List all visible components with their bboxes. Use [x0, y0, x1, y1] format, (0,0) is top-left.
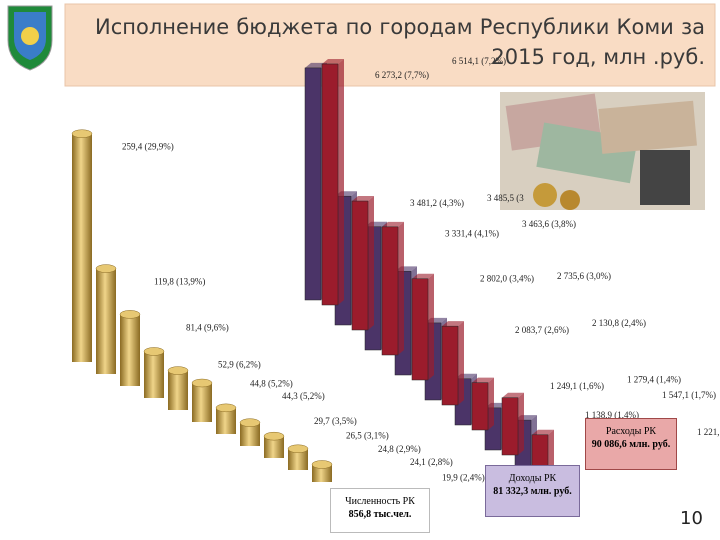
legend-revenue: Доходы РК 81 332,3 млн. руб. — [485, 465, 580, 517]
legend-label: Расходы РК — [605, 426, 657, 437]
legend-label: Численность РК — [345, 496, 415, 507]
cylinder — [72, 133, 92, 362]
data-label: 26,5 (3,1%) — [346, 431, 389, 441]
bar-top — [322, 58, 344, 64]
cylinder-top — [215, 403, 237, 413]
bar-top — [472, 377, 494, 383]
cylinder-top — [119, 310, 141, 319]
data-label: 3 463,6 (3,8%) — [522, 219, 576, 229]
bar-side — [398, 221, 404, 355]
bar-top — [382, 221, 404, 227]
data-label: 3 485,5 (3 — [487, 193, 524, 203]
cylinder — [288, 448, 308, 470]
cylinder-top — [71, 129, 93, 138]
cylinder-top — [263, 431, 285, 441]
data-label: 1 221,5 (1,4%) — [697, 427, 720, 437]
data-label: 1 547,1 (1,7%) — [662, 390, 716, 400]
bar-top — [502, 392, 524, 398]
data-label: 119,8 (13,9%) — [154, 277, 205, 287]
data-label: 24,8 (2,9%) — [378, 444, 421, 454]
data-label: 6 514,1 (7,2%) — [452, 56, 506, 66]
legend-total: 856,8 тыс.чел. — [348, 509, 412, 520]
cylinder-top — [167, 366, 189, 375]
bar — [411, 278, 429, 381]
cylinder — [120, 314, 140, 386]
data-label: 2 802,0 (3,4%) — [480, 273, 534, 283]
data-label: 2 083,7 (2,6%) — [515, 325, 569, 335]
data-label: 44,8 (5,2%) — [250, 379, 293, 389]
title-band — [64, 3, 716, 87]
data-label: 2 130,8 (2,4%) — [592, 318, 646, 328]
bar-side — [458, 321, 464, 405]
bar-top — [305, 62, 327, 68]
data-label: 3 481,2 (4,3%) — [410, 198, 464, 208]
bar — [501, 397, 519, 456]
legend-total: 81 332,3 млн. руб. — [493, 486, 572, 497]
legend-population: Численность РК 856,8 тыс.чел. — [330, 488, 430, 533]
bar-side — [338, 58, 344, 305]
cylinder — [216, 407, 236, 434]
data-label: 44,3 (5,2%) — [282, 391, 325, 401]
cylinder — [192, 383, 212, 422]
data-label: 2 735,6 (3,0%) — [557, 271, 611, 281]
legend-expense: Расходы РК 90 086,6 млн. руб. — [585, 418, 677, 470]
data-label: 52,9 (6,2%) — [218, 359, 261, 369]
data-label: 81,4 (9,6%) — [186, 322, 229, 332]
cylinder — [168, 370, 188, 410]
legend-label: Доходы РК — [508, 473, 557, 484]
cylinder-top — [311, 460, 333, 469]
cylinder-top — [287, 444, 309, 454]
emblem — [7, 5, 53, 71]
cylinder-top — [95, 264, 117, 273]
data-label: 1 249,1 (1,6%) — [550, 381, 604, 391]
data-label: 1 138,9 (1,4%) — [585, 410, 639, 420]
cylinder-top — [143, 347, 165, 356]
cylinder-top — [239, 418, 261, 427]
bar-side — [488, 377, 494, 430]
bar-top — [532, 429, 554, 435]
cylinder — [144, 351, 164, 398]
bar — [304, 67, 322, 301]
data-label: 259,4 (29,9%) — [122, 142, 174, 152]
legend-total: 90 086,6 млн. руб. — [591, 439, 671, 450]
data-label: 6 273,2 (7,7%) — [375, 70, 429, 80]
data-label: 3 331,4 (4,1%) — [445, 229, 499, 239]
cylinder-top — [191, 378, 213, 388]
cylinder — [264, 436, 284, 458]
bar — [471, 382, 489, 431]
bar-top — [352, 196, 374, 202]
cylinder — [312, 464, 332, 482]
bar-side — [428, 273, 434, 380]
money-photo — [500, 92, 705, 210]
page-number: 10 — [680, 508, 703, 529]
slide-title: Исполнение бюджета по городам Республики… — [95, 15, 705, 69]
bar-top — [412, 273, 434, 279]
cylinder — [96, 268, 116, 374]
bar — [381, 226, 399, 356]
bar-side — [518, 392, 524, 455]
cylinder — [240, 422, 260, 446]
bar — [321, 63, 339, 306]
data-label: 1 279,4 (1,4%) — [627, 375, 681, 385]
bar-top — [442, 321, 464, 327]
bar — [441, 325, 459, 406]
data-label: 24,1 (2,8%) — [410, 457, 453, 467]
data-label: 29,7 (3,5%) — [314, 416, 357, 426]
bar — [351, 200, 369, 331]
bar-side — [368, 196, 374, 330]
data-label: 19,9 (2,4%) — [442, 472, 485, 482]
